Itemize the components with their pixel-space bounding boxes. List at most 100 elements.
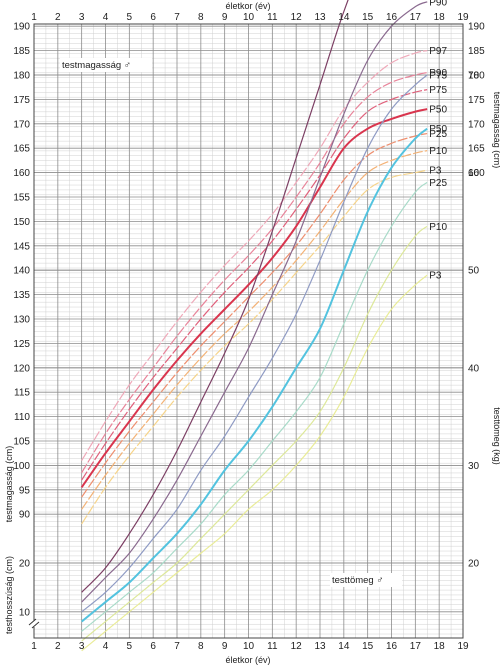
x-tick-label: 11 [267, 12, 278, 23]
x-tick-labels-top: 1 2 3 4 5 6 7 8 9 10 11 12 13 14 15 16 17 18 19 [31, 12, 469, 23]
x-tick-label: 3 [79, 12, 85, 23]
weight-curve-p50 [81, 127, 428, 623]
x-tick-label: 12 [291, 12, 303, 23]
y-tick-label: 185 [468, 46, 485, 57]
y-tick-label: 175 [13, 95, 30, 106]
x-tick-label: 10 [243, 12, 255, 23]
y-tick-label: 105 [13, 437, 30, 448]
x-axis-title-bottom: életkor (év) [225, 655, 270, 665]
y-tick-label: 140 [13, 266, 30, 277]
x-tick-label: 13 [314, 12, 326, 23]
y-tick-label: 125 [13, 339, 30, 350]
x-tick-label: 5 [127, 641, 133, 652]
weight-curve-p25 [81, 181, 428, 632]
x-tick-label: 17 [410, 641, 422, 652]
height-curve-p90 [81, 71, 428, 474]
y-tick-label: 110 [14, 412, 30, 423]
y-tick-labels-left: 90 95 100 105 110 115 120 125 130 135 140 145 150 155… [13, 22, 30, 619]
height-curve-p3 [81, 169, 428, 525]
x-tick-label: 2 [55, 641, 61, 652]
plot-frame [33, 23, 464, 639]
height-curve-p25 [81, 132, 428, 498]
x-tick-label: 9 [222, 641, 228, 652]
x-tick-label: 7 [174, 12, 180, 23]
y-tick-label: 175 [468, 95, 485, 106]
y-tick-label: 160 [13, 168, 30, 179]
x-tick-label: 13 [314, 641, 326, 652]
y-tick-label: 20 [19, 559, 31, 570]
y-axis-title-length-left: testhosszúság (cm) [4, 556, 14, 634]
y-tick-label: 30 [468, 461, 480, 472]
y-tick-label: 180 [13, 71, 30, 82]
height-label-p97: P97 [429, 46, 447, 57]
y-tick-label: 60 [468, 168, 480, 179]
x-tick-label: 18 [434, 641, 446, 652]
weight-curve-p3 [81, 274, 428, 652]
y-tick-label: 155 [13, 193, 30, 204]
y-tick-label: 190 [468, 22, 485, 33]
y-axis-title-height-left: testmagasság (cm) [4, 446, 14, 523]
x-tick-label: 10 [243, 641, 255, 652]
y-tick-label: 20 [468, 559, 480, 570]
x-tick-label: 11 [267, 641, 278, 652]
y-tick-label: 150 [13, 217, 30, 228]
y-tick-label: 40 [468, 363, 480, 374]
y-tick-label: 165 [468, 144, 485, 155]
height-label-p75: P75 [429, 85, 447, 96]
x-tick-label: 8 [198, 12, 204, 23]
x-tick-label: 14 [338, 12, 350, 23]
weight-curve-p10 [81, 225, 428, 642]
y-tick-label: 170 [468, 119, 485, 130]
y-tick-label: 90 [19, 510, 31, 521]
height-caption: testmagasság ♂ [60, 58, 152, 72]
x-tick-label: 17 [410, 12, 422, 23]
x-tick-label: 9 [222, 12, 228, 23]
y-tick-label: 120 [13, 363, 30, 374]
x-tick-label: 4 [103, 12, 109, 23]
x-tick-label: 6 [150, 641, 156, 652]
weight-label-p25: P25 [429, 178, 447, 189]
x-tick-labels-bottom: 1 2 3 4 5 6 7 8 9 10 11 12 13 14 15 16 17 18 19 [31, 641, 469, 652]
x-tick-label: 4 [103, 641, 109, 652]
x-tick-label: 6 [150, 12, 156, 23]
y-tick-label: 170 [13, 119, 30, 130]
height-curve-p50 [80, 108, 428, 488]
height-caption-text: testmagasság ♂ [62, 60, 131, 71]
height-curve-p75 [81, 89, 428, 481]
y-tick-label: 10 [19, 607, 31, 618]
weight-caption: testtömeg ♂ [330, 573, 402, 587]
x-tick-label: 3 [79, 641, 85, 652]
y-axis-title-weight-right: testtömeg (kg) [492, 407, 500, 465]
y-tick-label: 160 [468, 168, 485, 179]
x-tick-label: 1 [31, 12, 37, 23]
weight-curves [81, 0, 428, 652]
height-curve-p10 [81, 150, 428, 510]
x-tick-label: 1 [31, 641, 37, 652]
x-tick-label: 7 [174, 641, 180, 652]
x-tick-label: 18 [434, 12, 446, 23]
x-axis-title-top: életkor (év) [225, 1, 270, 11]
major-grid [33, 24, 464, 638]
x-tick-label: 5 [127, 12, 133, 23]
weight-curve-p97 [81, 0, 349, 593]
weight-label-p10: P10 [429, 222, 447, 233]
weight-curve-p75 [81, 74, 428, 613]
weight-label-p75: P75 [429, 71, 447, 82]
y-tick-label: 95 [19, 485, 31, 496]
y-tick-label: 130 [13, 315, 30, 326]
x-tick-label: 2 [55, 12, 61, 23]
height-curves [80, 50, 428, 525]
weight-label-p90: P90 [429, 0, 447, 8]
x-tick-label: 19 [457, 641, 469, 652]
height-curve-p97 [81, 50, 428, 461]
y-tick-label: 165 [13, 144, 30, 155]
height-label-p25: P25 [429, 129, 447, 140]
x-tick-label: 15 [362, 12, 374, 23]
y-tick-label: 100 [13, 461, 30, 472]
height-label-p3: P3 [429, 166, 442, 177]
axis-break-mark [28, 618, 40, 629]
y-tick-label: 135 [13, 290, 30, 301]
